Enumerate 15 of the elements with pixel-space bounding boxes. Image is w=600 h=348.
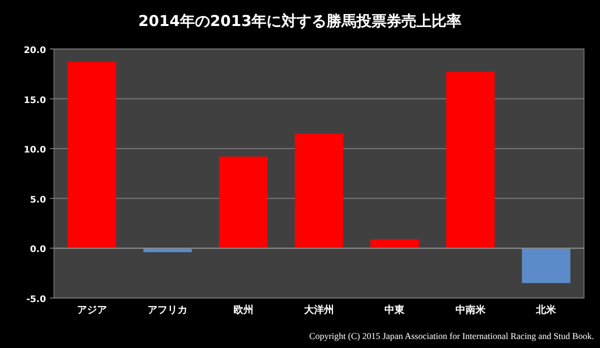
- x-tick-label: 中南米: [455, 304, 486, 316]
- y-tick-label: 10.0: [24, 146, 46, 156]
- x-tick-label: 中東: [384, 304, 406, 316]
- y-tick-label: 20.0: [24, 46, 46, 56]
- x-tick-label: アフリカ: [148, 305, 188, 316]
- text: Copyright (C) 2015 Japan Association for International Racing and Stud Book.: [309, 331, 594, 341]
- x-tick-label: 欧州: [233, 304, 254, 316]
- y-tick-label: 15.0: [24, 96, 46, 106]
- y-tick-label: 0.0: [30, 245, 46, 256]
- x-tick-label: 大洋州: [303, 304, 334, 316]
- x-tick-label: 北米: [535, 304, 558, 316]
- chart-title: 2014年の2013年に対する勝馬投票券売上比率: [138, 12, 462, 30]
- x-tick-label: アジア: [76, 305, 107, 316]
- y-tick-label: -5.0: [26, 295, 46, 305]
- y-tick-label: 5.0: [30, 195, 46, 206]
